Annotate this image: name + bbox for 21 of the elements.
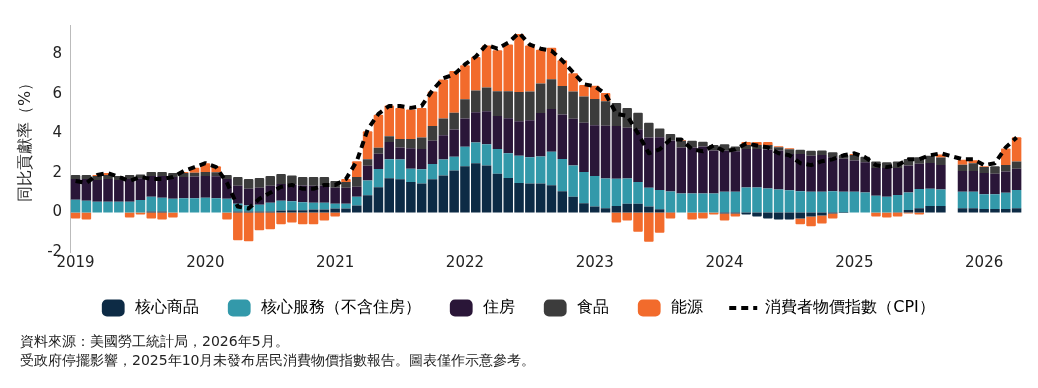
y-tick-label: 4 (52, 123, 63, 142)
x-tick-label: 2024 (705, 252, 744, 271)
x-tick-label: 2026 (965, 252, 1004, 271)
y-tick-label: 8 (52, 44, 63, 63)
x-tick-label: 2023 (575, 252, 614, 271)
x-tick-label: 2022 (445, 252, 485, 271)
y-tick-label: 0 (52, 202, 63, 221)
legend-label: 核心商品 (134, 297, 200, 317)
legend-label: 住房 (482, 297, 516, 317)
legend-label: 消費者物價指數（CPI） (765, 297, 935, 317)
x-tick-label: 2020 (186, 252, 225, 271)
text: 受政府停擺影響，2025年10月未發布居民消費物價指數報告。圖表僅作示意參考。 (20, 351, 537, 370)
x-tick-label: 2021 (316, 252, 355, 271)
y-tick-label: 2 (52, 162, 63, 181)
legend-label: 能源 (671, 297, 704, 317)
y-axis-title: 同比貢獻率（%） (14, 74, 34, 203)
legend-label: 核心服務（不含住房） (260, 297, 422, 317)
source-note: 資料來源：美國勞工統計局，2026年5月。 (20, 332, 290, 351)
y-tick-label: 6 (52, 83, 63, 102)
legend-label: 食品 (577, 297, 610, 317)
x-tick-label: 2025 (835, 252, 874, 271)
